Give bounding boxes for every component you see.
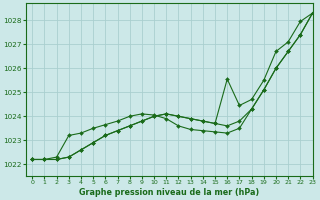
- X-axis label: Graphe pression niveau de la mer (hPa): Graphe pression niveau de la mer (hPa): [79, 188, 260, 197]
